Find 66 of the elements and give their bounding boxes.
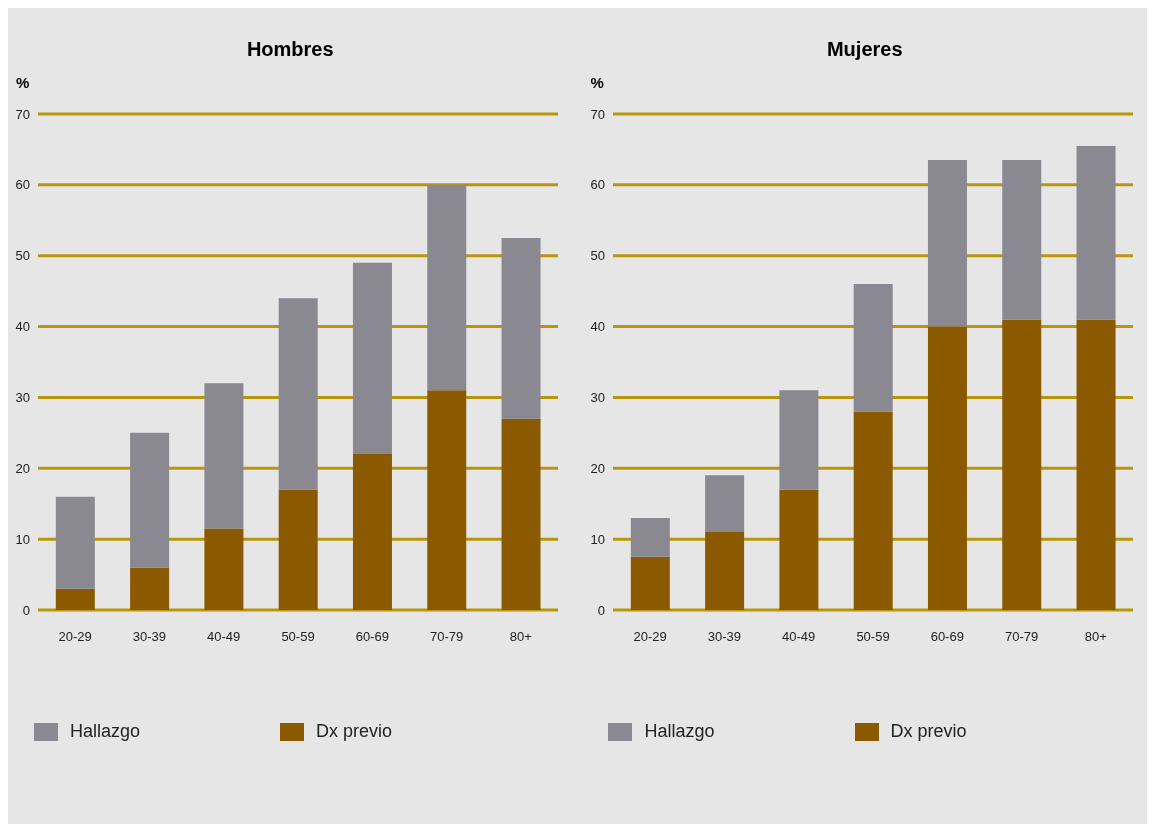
bar <box>130 432 170 568</box>
bar <box>853 284 893 412</box>
bar <box>427 390 467 610</box>
y-tick-label: 30 <box>590 390 605 406</box>
y-tick-label: 0 <box>22 602 30 618</box>
y-tick-label: 0 <box>597 602 605 618</box>
legend-label: Hallazgo <box>69 720 140 741</box>
x-tick-label: 20-29 <box>633 629 667 645</box>
bar <box>778 489 818 610</box>
bar <box>501 238 541 419</box>
y-tick-label: 70 <box>15 106 30 122</box>
x-tick-label: 70-79 <box>429 629 464 645</box>
bar <box>352 454 392 610</box>
chart-title: Mujeres <box>825 38 904 62</box>
bar <box>927 326 967 610</box>
y-tick-label: 60 <box>590 177 605 193</box>
x-tick-label: 60-69 <box>355 629 389 645</box>
x-tick-label: 20-29 <box>58 629 92 645</box>
y-tick-label: 10 <box>15 531 30 547</box>
bar <box>204 383 244 529</box>
bar <box>204 528 244 610</box>
y-tick-label: 50 <box>590 248 605 264</box>
bar <box>278 298 318 490</box>
x-tick-label: 50-59 <box>855 629 890 645</box>
bar <box>427 184 467 391</box>
y-tick-label: 70 <box>590 106 605 122</box>
y-tick-label: 10 <box>590 531 605 547</box>
y-tick-label: 30 <box>15 390 30 406</box>
bar <box>55 588 95 610</box>
bar <box>352 262 392 455</box>
bar <box>927 160 967 327</box>
bar <box>1076 145 1116 320</box>
bar <box>704 475 744 533</box>
legend-label: Dx previo <box>890 720 967 741</box>
legend-label: Hallazgo <box>644 720 715 741</box>
y-axis-title: % <box>16 74 31 93</box>
y-tick-label: 40 <box>15 319 30 335</box>
x-tick-label: 70-79 <box>1004 629 1038 645</box>
bar <box>630 556 670 610</box>
legend-label: Dx previo <box>316 720 393 741</box>
bar <box>130 567 170 610</box>
y-tick-label: 20 <box>15 460 30 476</box>
bar <box>704 532 744 610</box>
x-tick-label: 80+ <box>1084 629 1107 645</box>
bar <box>55 496 95 589</box>
bar <box>278 489 318 610</box>
x-tick-label: 40-49 <box>207 629 241 645</box>
bar <box>1001 160 1041 320</box>
x-tick-label: 80+ <box>509 629 532 645</box>
y-tick-label: 60 <box>15 177 30 193</box>
bar <box>630 517 670 557</box>
x-tick-label: 30-39 <box>132 629 167 645</box>
bar <box>1076 319 1116 610</box>
bar <box>853 411 893 610</box>
bar <box>1001 319 1041 610</box>
y-tick-label: 20 <box>590 460 605 476</box>
chart-title: Hombres <box>245 38 335 62</box>
y-tick-label: 40 <box>590 319 605 335</box>
x-tick-label: 30-39 <box>707 629 741 645</box>
bar <box>778 390 818 490</box>
x-tick-label: 40-49 <box>781 629 815 645</box>
x-tick-label: 60-69 <box>930 629 964 645</box>
x-tick-label: 50-59 <box>281 629 315 645</box>
y-tick-label: 50 <box>15 248 30 264</box>
y-axis-title: % <box>590 74 605 93</box>
bar <box>501 418 541 610</box>
